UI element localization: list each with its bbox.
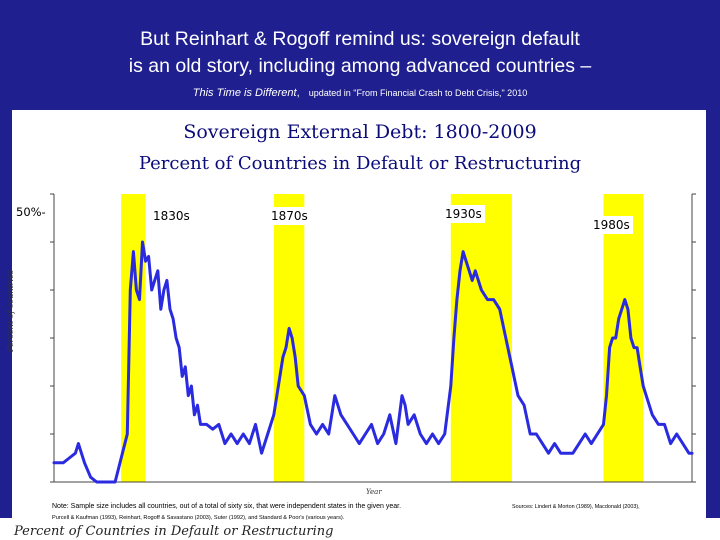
decade-label-1830s: 1830s bbox=[150, 207, 193, 225]
chart-note: Note: Sample size includes all countries… bbox=[52, 503, 402, 510]
slide-title: But Reinhart & Rogoff remind us: soverei… bbox=[0, 26, 720, 80]
highlight-band-1930s bbox=[450, 194, 512, 482]
chart-note-sources: Purcell & Kaufman (1993), Reinhart, Rogo… bbox=[52, 515, 345, 521]
citation: This Time is Different, updated in "From… bbox=[0, 87, 720, 99]
bottom-caption: Percent of Countries in Default or Restr… bbox=[14, 524, 334, 539]
decade-label-1870s: 1870s bbox=[268, 207, 311, 225]
slide-title-line-1: But Reinhart & Rogoff remind us: soverei… bbox=[140, 28, 580, 50]
book-separator: , bbox=[296, 87, 300, 99]
chart-subtitle: Percent of Countries in Default or Restr… bbox=[138, 153, 582, 174]
highlight-band-1980s bbox=[603, 194, 644, 482]
chart-sources: Sources: Lindert & Morton (1989), Macdon… bbox=[512, 504, 640, 510]
y-axis-label: Percent of countries bbox=[6, 269, 15, 352]
decade-label-1930s: 1930s bbox=[442, 205, 485, 223]
update-note: updated in "From Financial Crash to Debt… bbox=[308, 88, 528, 98]
slide-title-line-2: is an old story, including among advance… bbox=[128, 55, 592, 77]
chart-title: Sovereign External Debt: 1800-2009 bbox=[183, 121, 537, 143]
book-title: This Time is Different bbox=[192, 87, 297, 99]
series-line-0 bbox=[52, 240, 694, 484]
x-axis-label: Year bbox=[366, 488, 382, 496]
decade-label-1980s: 1980s bbox=[590, 216, 633, 234]
chart-panel-footer bbox=[0, 518, 720, 540]
y-tick-label-50: 50%- bbox=[16, 205, 46, 219]
